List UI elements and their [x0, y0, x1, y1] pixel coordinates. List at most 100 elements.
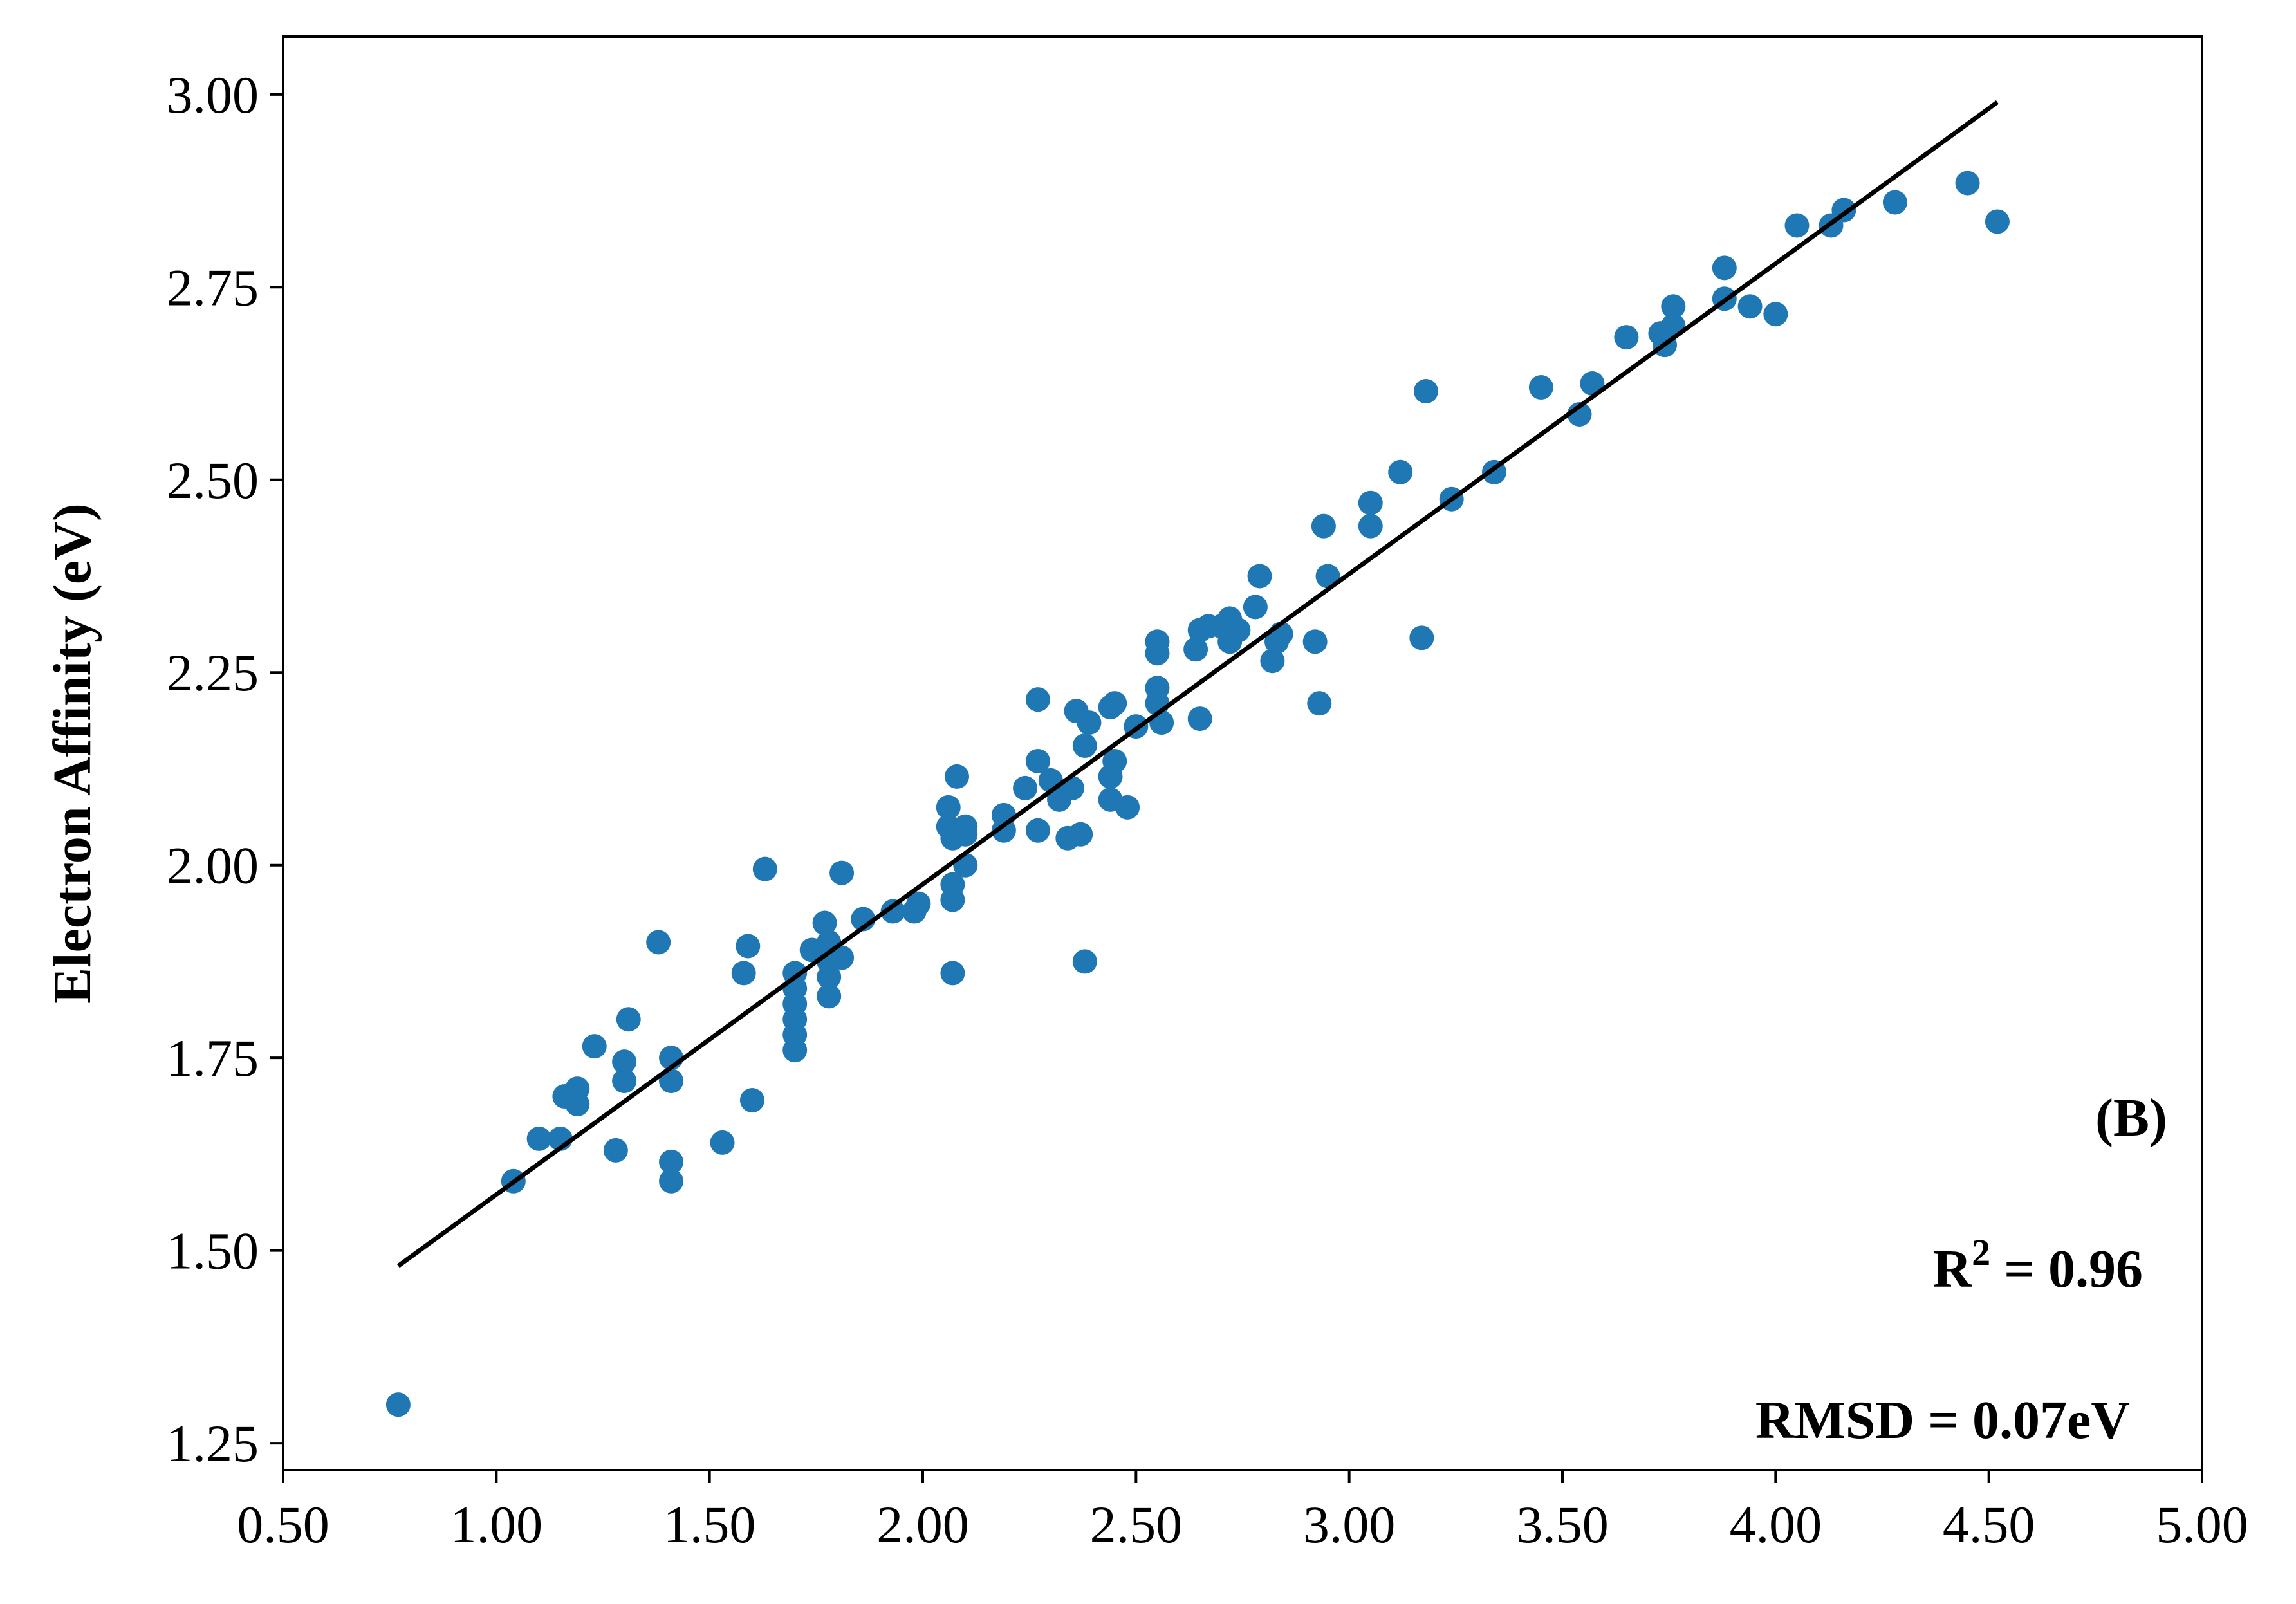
data-point	[906, 891, 931, 916]
data-point	[1260, 649, 1285, 674]
y-tick-label: 2.75	[167, 258, 259, 317]
data-point	[1013, 775, 1038, 800]
data-point	[812, 910, 837, 936]
x-tick-label: 4.00	[1730, 1495, 1822, 1554]
data-point	[1388, 459, 1413, 484]
data-point	[565, 1092, 590, 1117]
panel-label: (B)	[2095, 1088, 2167, 1148]
x-tick-label: 1.50	[663, 1495, 756, 1554]
data-point	[1187, 706, 1212, 732]
data-point	[1072, 949, 1097, 974]
data-point	[880, 899, 905, 924]
y-tick-label: 2.25	[167, 643, 259, 702]
data-point	[940, 961, 965, 986]
r-squared-value: = 0.96	[1990, 1239, 2143, 1299]
data-point	[1955, 171, 1980, 196]
data-point	[385, 1392, 411, 1417]
data-point	[1413, 379, 1438, 404]
x-tick-label: 3.00	[1303, 1495, 1396, 1554]
plot-frame	[282, 35, 2203, 1471]
data-marks	[385, 171, 2010, 1417]
data-point	[710, 1130, 735, 1155]
y-tick-label: 2.00	[167, 836, 259, 895]
data-point	[736, 934, 761, 959]
x-tick-label: 2.00	[876, 1495, 969, 1554]
data-point	[991, 818, 1016, 843]
data-point	[1985, 209, 2010, 234]
data-point	[582, 1034, 607, 1059]
x-tick-label: 1.00	[450, 1495, 543, 1554]
data-point	[829, 860, 855, 885]
data-point	[953, 853, 978, 878]
data-point	[817, 984, 842, 1009]
rmsd-annotation: RMSD = 0.07eV	[1755, 1390, 2130, 1450]
data-point	[1068, 822, 1093, 847]
data-point	[1247, 564, 1272, 589]
data-point	[1737, 294, 1763, 319]
data-point	[1183, 637, 1208, 662]
data-point	[1243, 595, 1268, 620]
data-point	[1307, 691, 1332, 716]
y-axis-title: Electron Affinity (eV)	[42, 503, 102, 1004]
x-tick-label: 2.50	[1090, 1495, 1183, 1554]
data-point	[739, 1088, 764, 1113]
data-point	[659, 1149, 684, 1174]
data-point	[1784, 213, 1810, 238]
data-point	[1661, 294, 1686, 319]
data-point	[659, 1069, 684, 1094]
data-point	[1528, 375, 1553, 400]
data-point	[1580, 371, 1605, 396]
data-point	[612, 1049, 637, 1074]
data-point	[1025, 818, 1050, 843]
y-tick-label: 1.25	[167, 1414, 259, 1473]
fit-line-group	[396, 100, 1999, 1268]
data-point	[1614, 325, 1639, 350]
data-point	[731, 961, 756, 986]
data-point	[1358, 513, 1383, 539]
r-squared-prefix: R	[1932, 1239, 1972, 1299]
x-tick-label: 3.50	[1516, 1495, 1609, 1554]
y-tick-label: 2.50	[167, 451, 259, 510]
r-squared-annotation: R2 = 0.96	[1932, 1231, 2143, 1299]
data-point	[526, 1126, 551, 1151]
data-point	[1025, 748, 1050, 773]
data-point	[1712, 255, 1737, 281]
y-tick-label: 1.75	[167, 1029, 259, 1087]
data-point	[659, 1168, 684, 1194]
data-point	[945, 764, 970, 789]
fit-line	[396, 100, 1999, 1268]
data-point	[1077, 710, 1102, 735]
data-point	[1358, 490, 1383, 515]
y-tick-label: 1.50	[167, 1222, 259, 1280]
data-point	[1102, 691, 1127, 716]
data-point	[953, 822, 978, 847]
data-point	[616, 1007, 641, 1032]
x-tick-label: 4.50	[1943, 1495, 2035, 1554]
data-point	[1409, 625, 1434, 650]
data-point	[612, 1069, 637, 1094]
r-squared-exponent: 2	[1972, 1231, 1990, 1273]
data-point	[782, 1038, 808, 1063]
data-point	[1311, 513, 1336, 539]
x-tick-label: 5.00	[2156, 1495, 2248, 1554]
data-point	[829, 945, 855, 970]
data-point	[1302, 629, 1328, 654]
data-point	[940, 887, 965, 912]
data-point	[1115, 795, 1140, 820]
y-tick-label: 3.00	[167, 66, 259, 124]
data-point	[1025, 687, 1050, 712]
data-point	[1226, 618, 1251, 643]
data-point	[1072, 733, 1097, 759]
data-point	[1882, 190, 1907, 215]
data-point	[1102, 748, 1127, 773]
data-point	[646, 930, 671, 955]
data-point	[1763, 302, 1788, 327]
data-point	[603, 1138, 628, 1163]
data-point	[936, 795, 961, 820]
data-point	[752, 856, 777, 881]
y-axis: 1.25 1.50 1.75 2.00 2.25 2.50 2.75 3.00	[167, 66, 283, 1473]
x-axis: 0.50 1.00 1.50 2.00 2.50 3.00 3.50 4.00 4.50 5.00	[237, 1470, 2248, 1554]
data-point	[817, 964, 842, 990]
data-point	[1145, 641, 1170, 666]
